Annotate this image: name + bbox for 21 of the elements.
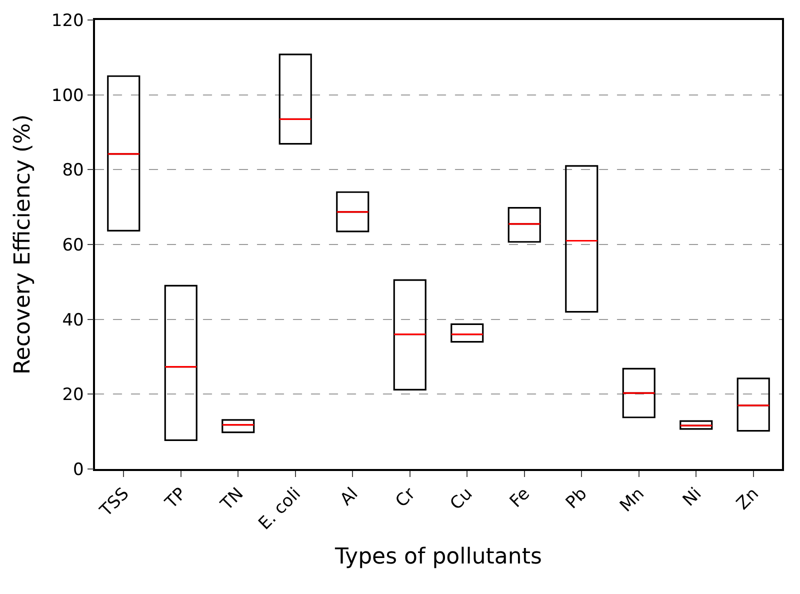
y-tick-label: 60 [62,235,84,256]
x-tick-label: TSS [96,484,134,522]
y-tick-label: 0 [73,460,84,480]
y-tick-label: 80 [62,160,84,181]
x-tick-label: Mn [616,484,648,516]
y-tick-label: 100 [51,86,84,106]
x-tick-label: Cr [392,484,420,512]
y-tick-label: 20 [62,385,84,406]
x-tick-label: Pb [562,484,592,514]
y-axis-title: Recovery Efficiency (%) [10,114,36,375]
x-tick-label: Fe [506,484,534,512]
x-tick-label: Cu [446,484,477,514]
x-tick-label: TN [216,484,248,516]
x-tick-label: TP [160,484,190,514]
x-tick-label: Al [336,484,362,510]
y-tick-label: 120 [51,10,84,31]
y-tick-label: 40 [62,310,84,330]
x-tick-label: Zn [732,484,763,514]
x-axis-title: Types of pollutants [334,544,542,570]
x-tick-label: E. coli [254,484,305,534]
x-tick-label: Ni [679,484,706,511]
